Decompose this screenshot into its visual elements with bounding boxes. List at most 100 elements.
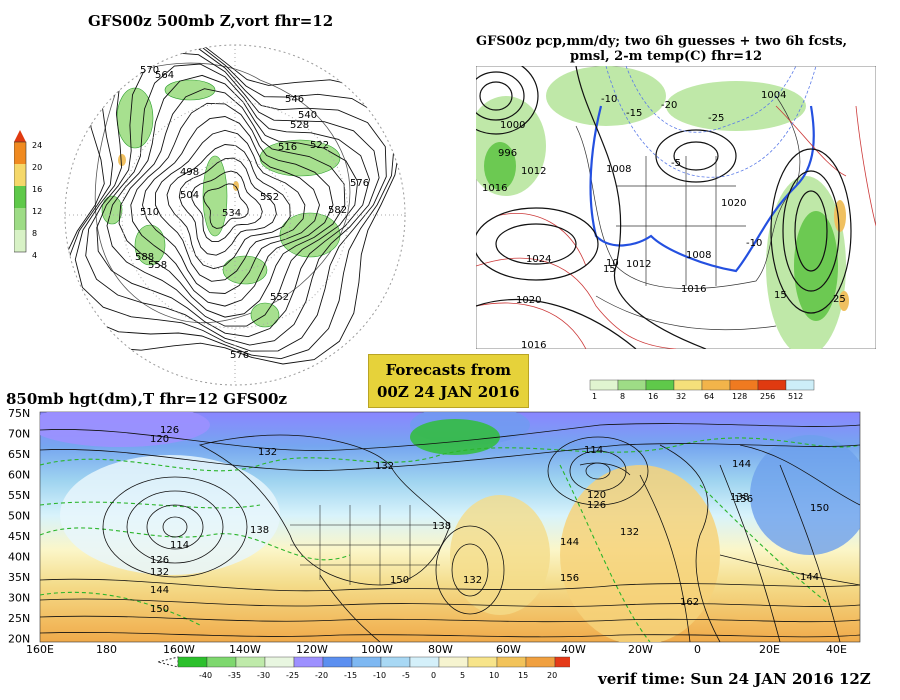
h850-lon-label: 80W (428, 643, 453, 655)
h850-colorbar-tick: -10 (373, 671, 386, 680)
precip-temp-label: 10 (606, 258, 619, 269)
hemispheric-contour-label: 528 (290, 120, 309, 131)
h850-lat-label: 65N (8, 448, 30, 461)
precip-isobar-label: 1024 (526, 254, 551, 265)
hemispheric-contour-label: 582 (328, 205, 347, 216)
precip-isobar-label: 1016 (482, 183, 507, 194)
h850-lat-label: 55N (8, 489, 30, 502)
precip-colorbar-tick: 512 (788, 392, 803, 401)
h850-lon-label: 100W (361, 643, 393, 655)
precip-title-line1: GFS00z pcp,mm/dy; two 6h guesses + two 6… (476, 34, 848, 49)
precip-temp-label: 25 (833, 294, 846, 305)
h850-lon-label: 20E (759, 643, 780, 655)
hemispheric-contour-label: 540 (298, 110, 317, 121)
h850-lat-label: 20N (8, 633, 30, 646)
hemispheric-contour-label: 516 (278, 142, 297, 153)
forecast-line1: Forecasts from (385, 361, 511, 379)
hemispheric-contour-label: 510 (140, 207, 159, 218)
precip-colorbar-tick: 128 (732, 392, 747, 401)
hemispheric-contour-label: 498 (180, 167, 199, 178)
height-contour (166, 144, 291, 270)
forecast-line2: 00Z 24 JAN 2016 (377, 383, 520, 401)
h850-colorbar-swatch (380, 656, 411, 668)
h850-lon-label: 0 (694, 643, 701, 655)
height-contour (65, 45, 402, 365)
hemispheric-colorbar: 24 20 16 12 8 4 (14, 130, 42, 260)
hemispheric-contour-label: 576 (350, 178, 369, 189)
h850-colorbar-swatch (554, 656, 570, 668)
h850-colorbar-swatch (293, 656, 324, 668)
precip-isobar-label: 1016 (681, 284, 706, 295)
h850-lon-label: 20W (628, 643, 653, 655)
height-contour (178, 157, 277, 256)
hemispheric-colorbar-tick: 24 (32, 141, 42, 150)
h850-lat-label: 50N (8, 510, 30, 523)
h850-colorbar-swatch (496, 656, 527, 668)
h850-lon-label: 160E (26, 643, 54, 655)
h850-colorbar-tick: -35 (228, 671, 241, 680)
hemispheric-title: GFS00z 500mb Z,vort fhr=12 (88, 12, 334, 30)
precip-colorbar-swatch (785, 379, 815, 391)
h850-contour-label: 132 (620, 527, 639, 538)
h850-colorbar-tick: -30 (257, 671, 270, 680)
h850-contour-label: 132 (463, 575, 482, 586)
h850-lat-label: 45N (8, 530, 30, 543)
h850-lon-label: 40E (826, 643, 847, 655)
h850-colorbar-tick: -25 (286, 671, 299, 680)
hemispheric-contour-label: 504 (180, 190, 199, 201)
hemispheric-contour-label: 558 (148, 260, 167, 271)
height-contour (96, 63, 370, 338)
precip-isobar-label: 1012 (626, 259, 651, 270)
precip-colorbar-swatch (617, 379, 647, 391)
h850-contour-label: 114 (584, 445, 603, 456)
h850-colorbar-tick: -20 (315, 671, 328, 680)
h850-lat-label: 30N (8, 592, 30, 605)
precip-temp-label: 15 (774, 290, 787, 301)
h850-contour-label: 126 (150, 555, 169, 566)
precip-temp-label: -10 (746, 238, 762, 249)
h850-lon-label: 40W (561, 643, 586, 655)
h850-colorbar-swatch (322, 656, 353, 668)
precip-temp-label: -10 (601, 94, 617, 105)
height-contour (154, 129, 306, 282)
precip-isobar-label: 996 (498, 148, 517, 159)
hemispheric-contour-label: 534 (222, 208, 241, 219)
h850-colorbar-tick: -15 (344, 671, 357, 680)
h850-contour-label: 126 (587, 500, 606, 511)
h850-colorbar-tick: 5 (460, 671, 465, 680)
h850-colorbar-tick: 0 (431, 671, 436, 680)
h850-colorbar: -40-35-30-25-20-15-10-50510152025 (157, 656, 570, 680)
precip-colorbar-swatch (589, 379, 619, 391)
precip-isobar-label: 1008 (686, 250, 711, 261)
h850-contour-label: 150 (390, 575, 409, 586)
precip-colorbar-tick: 1 (592, 392, 597, 401)
h850-contour-label: 132 (375, 461, 394, 472)
h850-colorbar-swatch (525, 656, 556, 668)
h850-colorbar-tick: 10 (489, 671, 499, 680)
h850-lat-label: 60N (8, 469, 30, 482)
h850-colorbar-swatch (235, 656, 266, 668)
h850-colorbar-swatch (438, 656, 469, 668)
h850-colorbar-swatch (206, 656, 237, 668)
h850-contour-label: 132 (150, 567, 169, 578)
h850-contour-label: 126 (160, 425, 179, 436)
precip-isobar-label: 1020 (516, 295, 541, 306)
hemispheric-colorbar-tick: 4 (32, 251, 37, 260)
h850-lat-label: 75N (8, 407, 30, 420)
precip-colorbar-swatch (729, 379, 759, 391)
height-contour (118, 88, 346, 318)
h850-lat-label: 35N (8, 571, 30, 584)
hemispheric-colorbar-tick: 8 (32, 229, 37, 238)
forecast-info-box: Forecasts from 00Z 24 JAN 2016 (368, 354, 529, 408)
h850-contour-label: 138 (730, 492, 749, 503)
h850-lon-label: 60W (496, 643, 521, 655)
h850-lon-label: 140W (229, 643, 261, 655)
h850-colorbar-swatch (264, 656, 295, 668)
h850-lon-label: 180 (96, 643, 117, 655)
precip-colorbar-tick: 256 (760, 392, 775, 401)
h850-contour-label: 120 (587, 490, 606, 501)
height-contour (74, 45, 387, 352)
precip-colorbar-tick: 32 (676, 392, 686, 401)
h850-colorbar-swatch (467, 656, 498, 668)
